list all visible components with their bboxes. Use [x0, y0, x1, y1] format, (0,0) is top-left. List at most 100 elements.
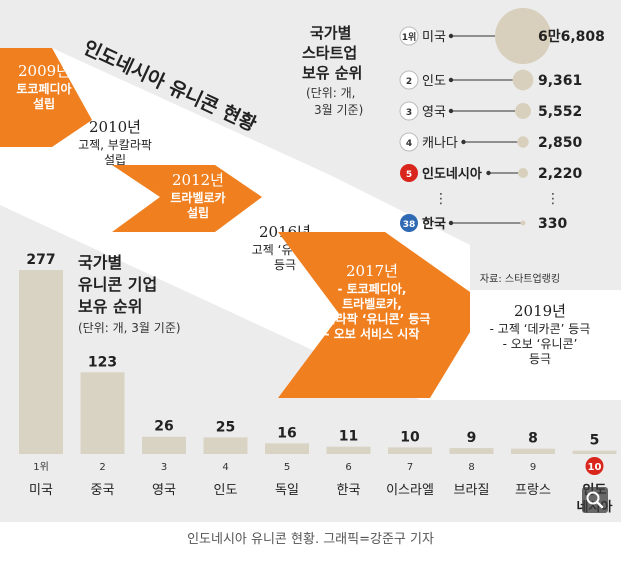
category-label: 이스라엘 — [386, 483, 434, 498]
timeline-year: 2010년 — [89, 118, 141, 136]
startup-rank: 3 — [406, 108, 412, 118]
category-label: 미국 — [29, 483, 53, 498]
timeline-text: 트라벨로카, — [342, 296, 402, 311]
zoom-button[interactable] — [582, 487, 608, 513]
startup-value: 9,361 — [538, 73, 582, 89]
category-label: 중국 — [91, 483, 115, 498]
bar-rank-label: 3 — [161, 462, 167, 473]
bar-rank-label: 7 — [407, 462, 413, 473]
startup-country: 인도 — [422, 74, 446, 89]
bar — [449, 448, 494, 454]
timeline-text: 토코페디아 — [16, 81, 71, 96]
bar-group: 10 7 이스라엘 — [386, 429, 434, 498]
startup-country: 한국 — [422, 216, 446, 232]
startup-value: 5,552 — [538, 104, 582, 120]
category-label: 브라질 — [454, 483, 490, 498]
bar-group: 9 8 브라질 — [449, 430, 494, 498]
leader-dot — [448, 220, 454, 226]
startup-rank: 4 — [406, 139, 412, 149]
bar-value-label: 11 — [339, 429, 358, 445]
timeline-year: 2009년 — [18, 62, 70, 80]
leader-dot — [461, 139, 466, 145]
rank-badge — [399, 132, 419, 152]
timeline-event: 2019년 - 고젝 ‘데카콘’ 등극- 오보 ‘유니콘’등극 — [490, 302, 591, 366]
startup-subtitle-line-1: (단위: 개, — [306, 86, 355, 100]
bar — [142, 436, 186, 454]
startup-chart-title: 국가별 스타트업 보유 순위 (단위: 개, 3월 기준) — [302, 24, 363, 117]
source-note: 자료: 스타트업랭킹 — [480, 272, 560, 285]
timeline-text: 부칼라팍 ‘유니콘’ 등극 — [314, 311, 431, 326]
timeline-year: 2019년 — [514, 302, 566, 320]
bar-rank-label: 6 — [345, 462, 351, 473]
rank-badge — [399, 101, 419, 121]
startup-row: 2 인도 9,361 — [399, 69, 582, 91]
leader-dot — [486, 170, 491, 176]
startup-rank: 5 — [406, 170, 412, 180]
ellipsis-right: ⋮ — [546, 191, 560, 207]
startup-bubble — [520, 220, 526, 226]
category-label: 프랑스 — [515, 483, 551, 498]
startup-chart: 1위 미국 6만6,808 2 인도 9,361 3 영국 5,552 4 캐나다 2,850 5 인도네… — [399, 8, 605, 232]
timeline-text: - 토코페디아, — [338, 281, 407, 296]
category-label: 영국 — [152, 483, 176, 498]
bar-title-line-3: 보유 순위 — [78, 297, 142, 316]
bar-value-label: 16 — [277, 425, 296, 441]
bar — [326, 446, 371, 454]
timeline-text: 고젝, 부칼라팍 — [78, 138, 152, 152]
startup-title-line-3: 보유 순위 — [302, 64, 362, 82]
rank-badge — [400, 164, 418, 182]
category-label: 독일 — [275, 483, 299, 498]
startup-row: 4 캐나다 2,850 — [399, 132, 583, 152]
timeline-text: 설립 — [187, 205, 209, 220]
bar-rank-label: 5 — [284, 462, 290, 473]
bar — [203, 437, 248, 454]
bar-title-line-1: 국가별 — [78, 253, 122, 272]
bar-rank-label: 1위 — [33, 460, 49, 473]
rank-badge — [399, 26, 419, 46]
bar-group: 11 6 한국 — [326, 429, 371, 498]
image-caption: 인도네시아 유니콘 현황. 그래픽=강준구 기자 — [187, 532, 434, 547]
startup-bubble — [517, 167, 529, 179]
startup-row: 5 인도네시아 2,220 — [400, 164, 583, 182]
startup-country: 미국 — [422, 30, 446, 45]
bar-value-label: 277 — [26, 252, 55, 268]
startup-value: 2,220 — [538, 166, 583, 182]
timeline-text: 설립 — [33, 96, 55, 111]
startup-country: 인도네시아 — [422, 166, 482, 182]
rank-badge-highlight — [585, 457, 604, 475]
bar-title-line-2: 유니콘 기업 — [78, 275, 157, 294]
bar-chart-title: 국가별 유니콘 기업 보유 순위 (단위: 개, 3월 기준) — [78, 253, 181, 335]
bar-value-label: 9 — [467, 430, 477, 446]
bar-rank-label: 2 — [99, 462, 105, 473]
startup-rank: 38 — [403, 220, 416, 230]
startup-row: 1위 미국 6만6,808 — [399, 8, 605, 64]
bar-value-label: 25 — [216, 419, 235, 435]
category-label: 인도 — [214, 483, 238, 498]
startup-value: 2,850 — [538, 135, 583, 151]
startup-title-line-1: 국가별 — [310, 24, 351, 42]
startup-bubble — [517, 136, 529, 148]
bar-rank-label: 9 — [530, 462, 536, 473]
bar — [19, 270, 63, 454]
startup-country: 영국 — [422, 105, 446, 120]
bar-group: 16 5 독일 — [265, 425, 309, 498]
bar — [572, 450, 617, 454]
startup-bubble — [515, 103, 531, 119]
bar-rank-label: 10 — [588, 462, 602, 473]
leader-dot — [448, 108, 454, 114]
bar-value-label: 10 — [400, 429, 420, 445]
timeline-arrow — [278, 232, 470, 398]
bar-group: 25 4 인도 — [203, 419, 248, 498]
bar-rank-label: 8 — [468, 462, 474, 473]
leader-dot — [448, 33, 454, 39]
bar-value-label: 26 — [154, 419, 173, 435]
startup-bubble — [495, 8, 551, 64]
startup-value: 6만6,808 — [538, 29, 605, 45]
bar-value-label: 8 — [528, 431, 538, 447]
